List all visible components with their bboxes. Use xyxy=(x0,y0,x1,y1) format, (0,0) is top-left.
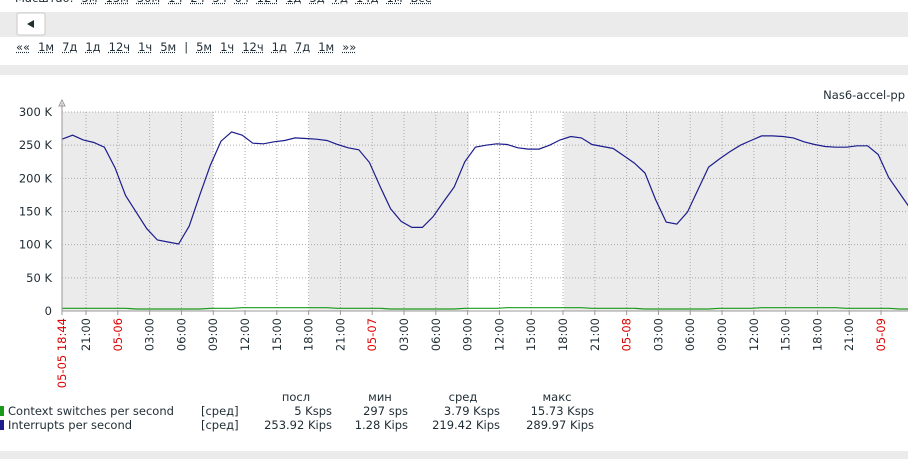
separator xyxy=(0,65,908,75)
legend-func: [сред] xyxy=(201,404,239,418)
x-tick-label: 06:00 xyxy=(683,318,697,351)
legend-header: макс xyxy=(543,390,572,404)
nav-separator: | xyxy=(184,40,189,54)
x-tick-label: 21:00 xyxy=(79,318,93,351)
zoom-link[interactable]: 3ч xyxy=(212,0,226,5)
legend-name: Context switches per second xyxy=(8,404,174,418)
x-tick-label: 05-08 xyxy=(620,318,634,351)
x-tick-label: 05-09 xyxy=(874,318,888,351)
zoom-link[interactable]: 5м xyxy=(82,0,98,5)
y-tick-label: 150 K xyxy=(19,205,53,219)
nav-link[interactable]: 1ч xyxy=(220,40,235,54)
x-tick-label: 15:00 xyxy=(270,318,284,351)
back-icon xyxy=(27,20,34,28)
x-tick-label: 09:00 xyxy=(206,318,220,351)
x-tick-label: 05-07 xyxy=(365,318,379,351)
nav-link[interactable]: 1м xyxy=(38,40,55,54)
zoom-link[interactable]: 1м xyxy=(387,0,403,5)
x-tick-label: 21:00 xyxy=(333,318,347,351)
nav-row: «« 1м 7д 1д 12ч 1ч 5м | 5м 1ч 12ч 1д 7д 1м »» xyxy=(16,40,356,54)
zoom-link[interactable]: 6ч xyxy=(235,0,249,5)
x-tick-label: 21:00 xyxy=(842,318,856,351)
y-tick-label: 0 xyxy=(45,304,52,318)
y-tick-label: 300 K xyxy=(19,105,53,119)
x-tick-label: 18:00 xyxy=(302,318,316,351)
legend-func: [сред] xyxy=(201,418,239,432)
series-line xyxy=(61,131,908,245)
legend-header: сред xyxy=(449,390,478,404)
legend-swatch xyxy=(0,406,4,416)
y-tick-label: 100 K xyxy=(19,238,53,252)
legend-stat: 297 sps xyxy=(363,404,408,418)
nav-link[interactable]: »» xyxy=(342,40,357,54)
zoom-label: Масштаб: xyxy=(15,0,74,5)
x-tick-label: 06:00 xyxy=(174,318,188,351)
x-tick-label: 05-06 xyxy=(111,318,125,351)
nav-link[interactable]: 7д xyxy=(62,40,78,54)
x-tick-label: 18:00 xyxy=(810,318,824,351)
zoom-link[interactable]: 7д xyxy=(333,0,348,5)
zoom-link[interactable]: 15м xyxy=(106,0,129,5)
x-tick-label: 15:00 xyxy=(779,318,793,351)
x-tick-label: 15:00 xyxy=(524,318,538,351)
zoom-link[interactable]: 2ч xyxy=(190,0,204,5)
x-tick-label: 03:00 xyxy=(143,318,157,351)
x-tick-label: 06:00 xyxy=(429,318,443,351)
chart-title: Nas6-accel-pp xyxy=(823,88,905,102)
x-tick-label: 03:00 xyxy=(397,318,411,351)
x-tick-label: 12:00 xyxy=(492,318,506,351)
zoom-link[interactable]: Все xyxy=(411,0,432,5)
zoom-row: Масштаб: 5м 15м 30м 1ч 2ч 3ч 6ч 12ч 1д 3д 7д 14д 1м Вс… xyxy=(15,0,432,5)
zoom-link[interactable]: 3д xyxy=(309,0,324,5)
x-tick-label: 12:00 xyxy=(747,318,761,351)
legend-stat: 3.79 Ksps xyxy=(444,404,500,418)
work-time xyxy=(469,112,564,311)
legend-stat: 5 Ksps xyxy=(294,404,332,418)
legend-swatch xyxy=(0,420,4,430)
x-tick-label: 21:00 xyxy=(588,318,602,351)
x-tick-label: 09:00 xyxy=(715,318,729,351)
legend-header: мин xyxy=(368,390,392,404)
nav-link[interactable]: 1м xyxy=(318,40,335,54)
x-tick-label: 18:00 xyxy=(556,318,570,351)
nav-link[interactable]: «« xyxy=(16,40,31,54)
legend-name: Interrupts per second xyxy=(8,418,132,432)
y-tick-label: 50 K xyxy=(26,271,52,285)
x-tick-label: 09:00 xyxy=(461,318,475,351)
toolbar xyxy=(0,12,908,37)
legend-stat: 219.42 Kips xyxy=(432,418,500,432)
zoom-link[interactable]: 14д xyxy=(356,0,379,5)
legend-header: посл xyxy=(282,390,310,404)
nav-link[interactable]: 1д xyxy=(271,40,287,54)
nav-link[interactable]: 7д xyxy=(294,40,311,54)
nav-link[interactable]: 5м xyxy=(196,40,213,54)
legend-stat: 15.73 Ksps xyxy=(531,404,594,418)
y-tick-label: 200 K xyxy=(19,171,53,185)
legend-stat: 1.28 Kips xyxy=(355,418,408,432)
nav-link[interactable]: 12ч xyxy=(242,40,264,54)
x-tick-label: 05-05 18:44 xyxy=(55,318,69,388)
y-axis-arrow xyxy=(58,98,66,107)
legend-stat: 253.92 Kips xyxy=(264,418,332,432)
nav-link[interactable]: 1д xyxy=(85,40,101,54)
y-tick-label: 250 K xyxy=(19,138,53,152)
series-line xyxy=(62,307,908,310)
zoom-link[interactable]: 12ч xyxy=(257,0,278,5)
nav-link[interactable]: 1ч xyxy=(138,40,153,54)
legend-stat: 289.97 Kips xyxy=(526,418,594,432)
x-tick-label: 12:00 xyxy=(238,318,252,351)
nav-link[interactable]: 12ч xyxy=(108,40,131,54)
bottom-bar xyxy=(0,451,908,459)
zoom-link[interactable]: 1д xyxy=(286,0,301,5)
x-tick-label: 03:00 xyxy=(651,318,665,351)
zoom-link[interactable]: 1ч xyxy=(168,0,182,5)
nav-link[interactable]: 5м xyxy=(160,40,177,54)
zoom-link[interactable]: 30м xyxy=(137,0,160,5)
